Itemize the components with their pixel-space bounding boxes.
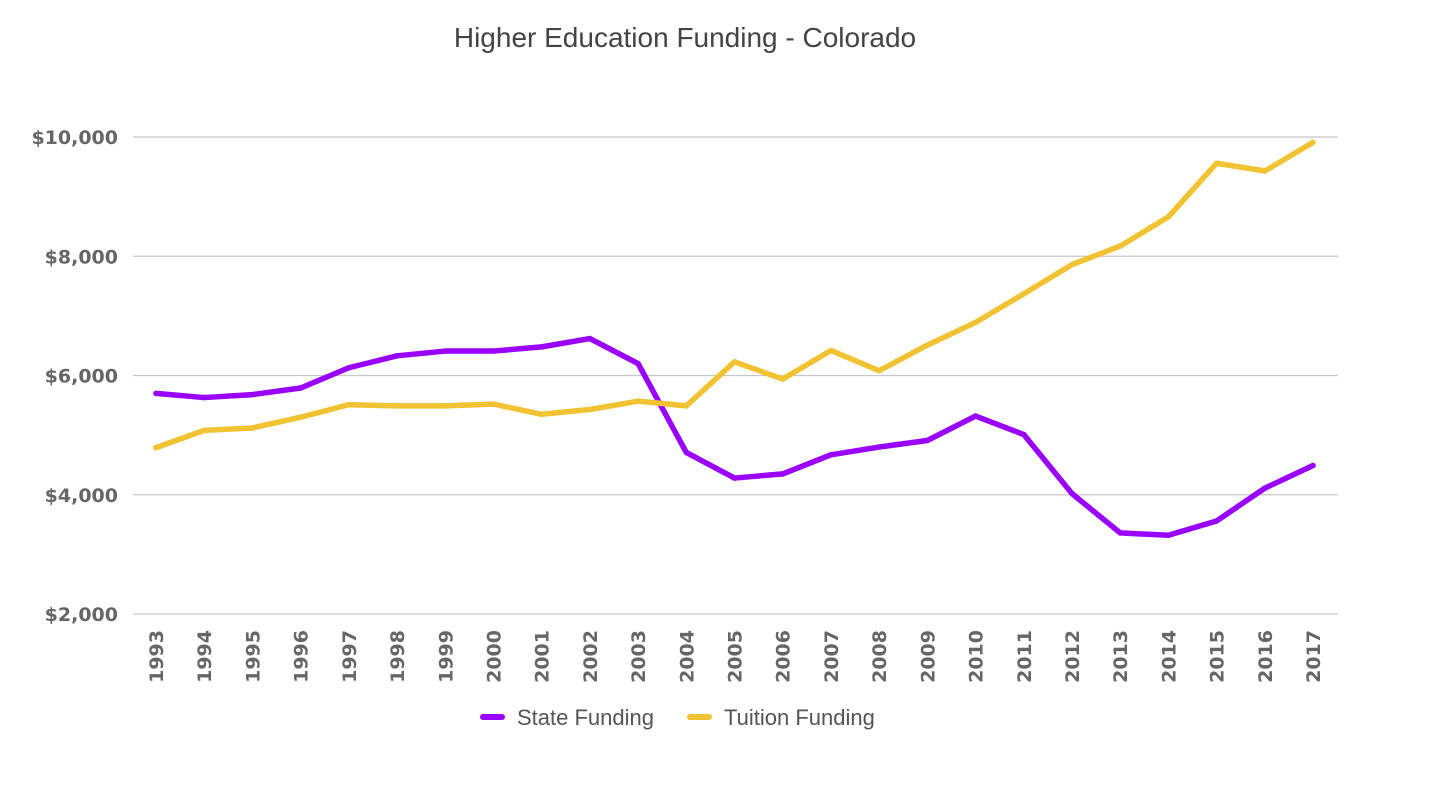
x-tick-label: 2007 <box>821 630 843 683</box>
data-point <box>201 427 207 434</box>
data-point <box>1310 462 1316 469</box>
data-point <box>1117 530 1123 536</box>
x-tick-label: 2005 <box>725 630 747 683</box>
x-tick-label: 1999 <box>435 630 457 683</box>
data-point <box>972 319 979 326</box>
x-tick-label: 2014 <box>1158 630 1180 683</box>
data-point <box>828 347 834 354</box>
data-point <box>153 444 159 451</box>
x-tick-label: 2000 <box>483 630 505 683</box>
data-point <box>346 401 352 408</box>
x-tick-label: 2010 <box>966 630 988 683</box>
series-line-tuition-funding <box>153 139 1316 451</box>
x-tick-label: 2001 <box>532 630 554 683</box>
data-point <box>731 475 738 481</box>
data-point <box>538 344 545 350</box>
data-point <box>924 342 931 348</box>
legend-label: State Funding <box>517 705 654 730</box>
x-tick-label: 2013 <box>1110 630 1132 683</box>
data-point <box>249 425 256 431</box>
data-point <box>153 390 159 397</box>
legend-label: Tuition Funding <box>724 705 875 730</box>
x-tick-label: 2006 <box>773 630 795 683</box>
data-point <box>635 398 641 404</box>
data-point <box>1069 261 1075 268</box>
data-point <box>876 444 882 450</box>
data-point <box>924 437 931 444</box>
x-tick-label: 2009 <box>917 630 939 683</box>
y-tick-label: $10,000 <box>31 127 118 149</box>
data-point <box>1021 431 1027 438</box>
data-point <box>394 353 400 359</box>
x-axis-tick-labels: 1993 1994 1995 1996 1997 1998 1999 2000 2001 2002… <box>146 630 1325 683</box>
data-point <box>1213 518 1220 524</box>
x-tick-label: 1993 <box>146 630 168 683</box>
legend: State Funding Tuition Funding <box>480 705 875 730</box>
x-tick-label: 2004 <box>676 630 698 683</box>
x-tick-label: 1995 <box>242 630 264 683</box>
data-point <box>731 359 738 365</box>
data-point <box>1310 139 1316 146</box>
chart-title: Higher Education Funding - Colorado <box>454 22 916 53</box>
data-point <box>1213 160 1220 166</box>
data-point <box>297 414 304 420</box>
x-tick-label: 2016 <box>1255 630 1277 683</box>
data-point <box>1262 168 1268 174</box>
x-tick-label: 1997 <box>339 630 361 683</box>
x-tick-label: 2003 <box>628 630 650 683</box>
data-point <box>1165 532 1172 539</box>
data-point <box>683 403 690 409</box>
data-point <box>394 403 400 409</box>
x-tick-label: 2011 <box>1014 630 1036 683</box>
data-point <box>442 403 448 409</box>
x-tick-label: 2015 <box>1207 630 1229 683</box>
y-axis-tick-labels: $2,000 $4,000 $6,000 $8,000 $10,000 <box>31 127 118 626</box>
data-point <box>779 471 786 477</box>
data-point <box>876 367 882 374</box>
data-point <box>1069 490 1075 497</box>
data-point <box>779 376 786 382</box>
data-point <box>490 401 497 407</box>
x-tick-label: 1994 <box>194 630 216 683</box>
x-tick-label: 2002 <box>580 630 602 683</box>
data-point <box>1117 243 1123 249</box>
y-tick-label: $6,000 <box>45 366 118 388</box>
x-tick-label: 1996 <box>291 630 313 683</box>
data-point <box>683 449 690 456</box>
data-point <box>828 452 834 458</box>
y-tick-label: $4,000 <box>45 485 118 507</box>
data-point <box>587 335 593 342</box>
y-tick-label: $8,000 <box>45 246 118 268</box>
x-tick-label: 2012 <box>1062 630 1084 683</box>
series-line-state-funding <box>153 335 1316 539</box>
data-point <box>1165 214 1172 220</box>
data-point <box>972 413 979 419</box>
x-tick-label: 2008 <box>869 630 891 683</box>
data-point <box>442 348 448 354</box>
series-lines <box>153 139 1316 539</box>
data-point <box>1262 485 1268 491</box>
x-tick-label: 2017 <box>1303 630 1325 683</box>
data-point <box>1021 291 1027 297</box>
data-point <box>490 348 497 354</box>
data-point <box>297 385 304 391</box>
data-point <box>201 394 207 401</box>
data-point <box>249 391 256 398</box>
x-tick-label: 1998 <box>387 630 409 683</box>
data-point <box>587 406 593 413</box>
data-point <box>635 360 641 367</box>
gridlines <box>133 136 1338 615</box>
data-point <box>346 364 352 371</box>
data-point <box>538 411 545 418</box>
y-tick-label: $2,000 <box>45 604 118 626</box>
